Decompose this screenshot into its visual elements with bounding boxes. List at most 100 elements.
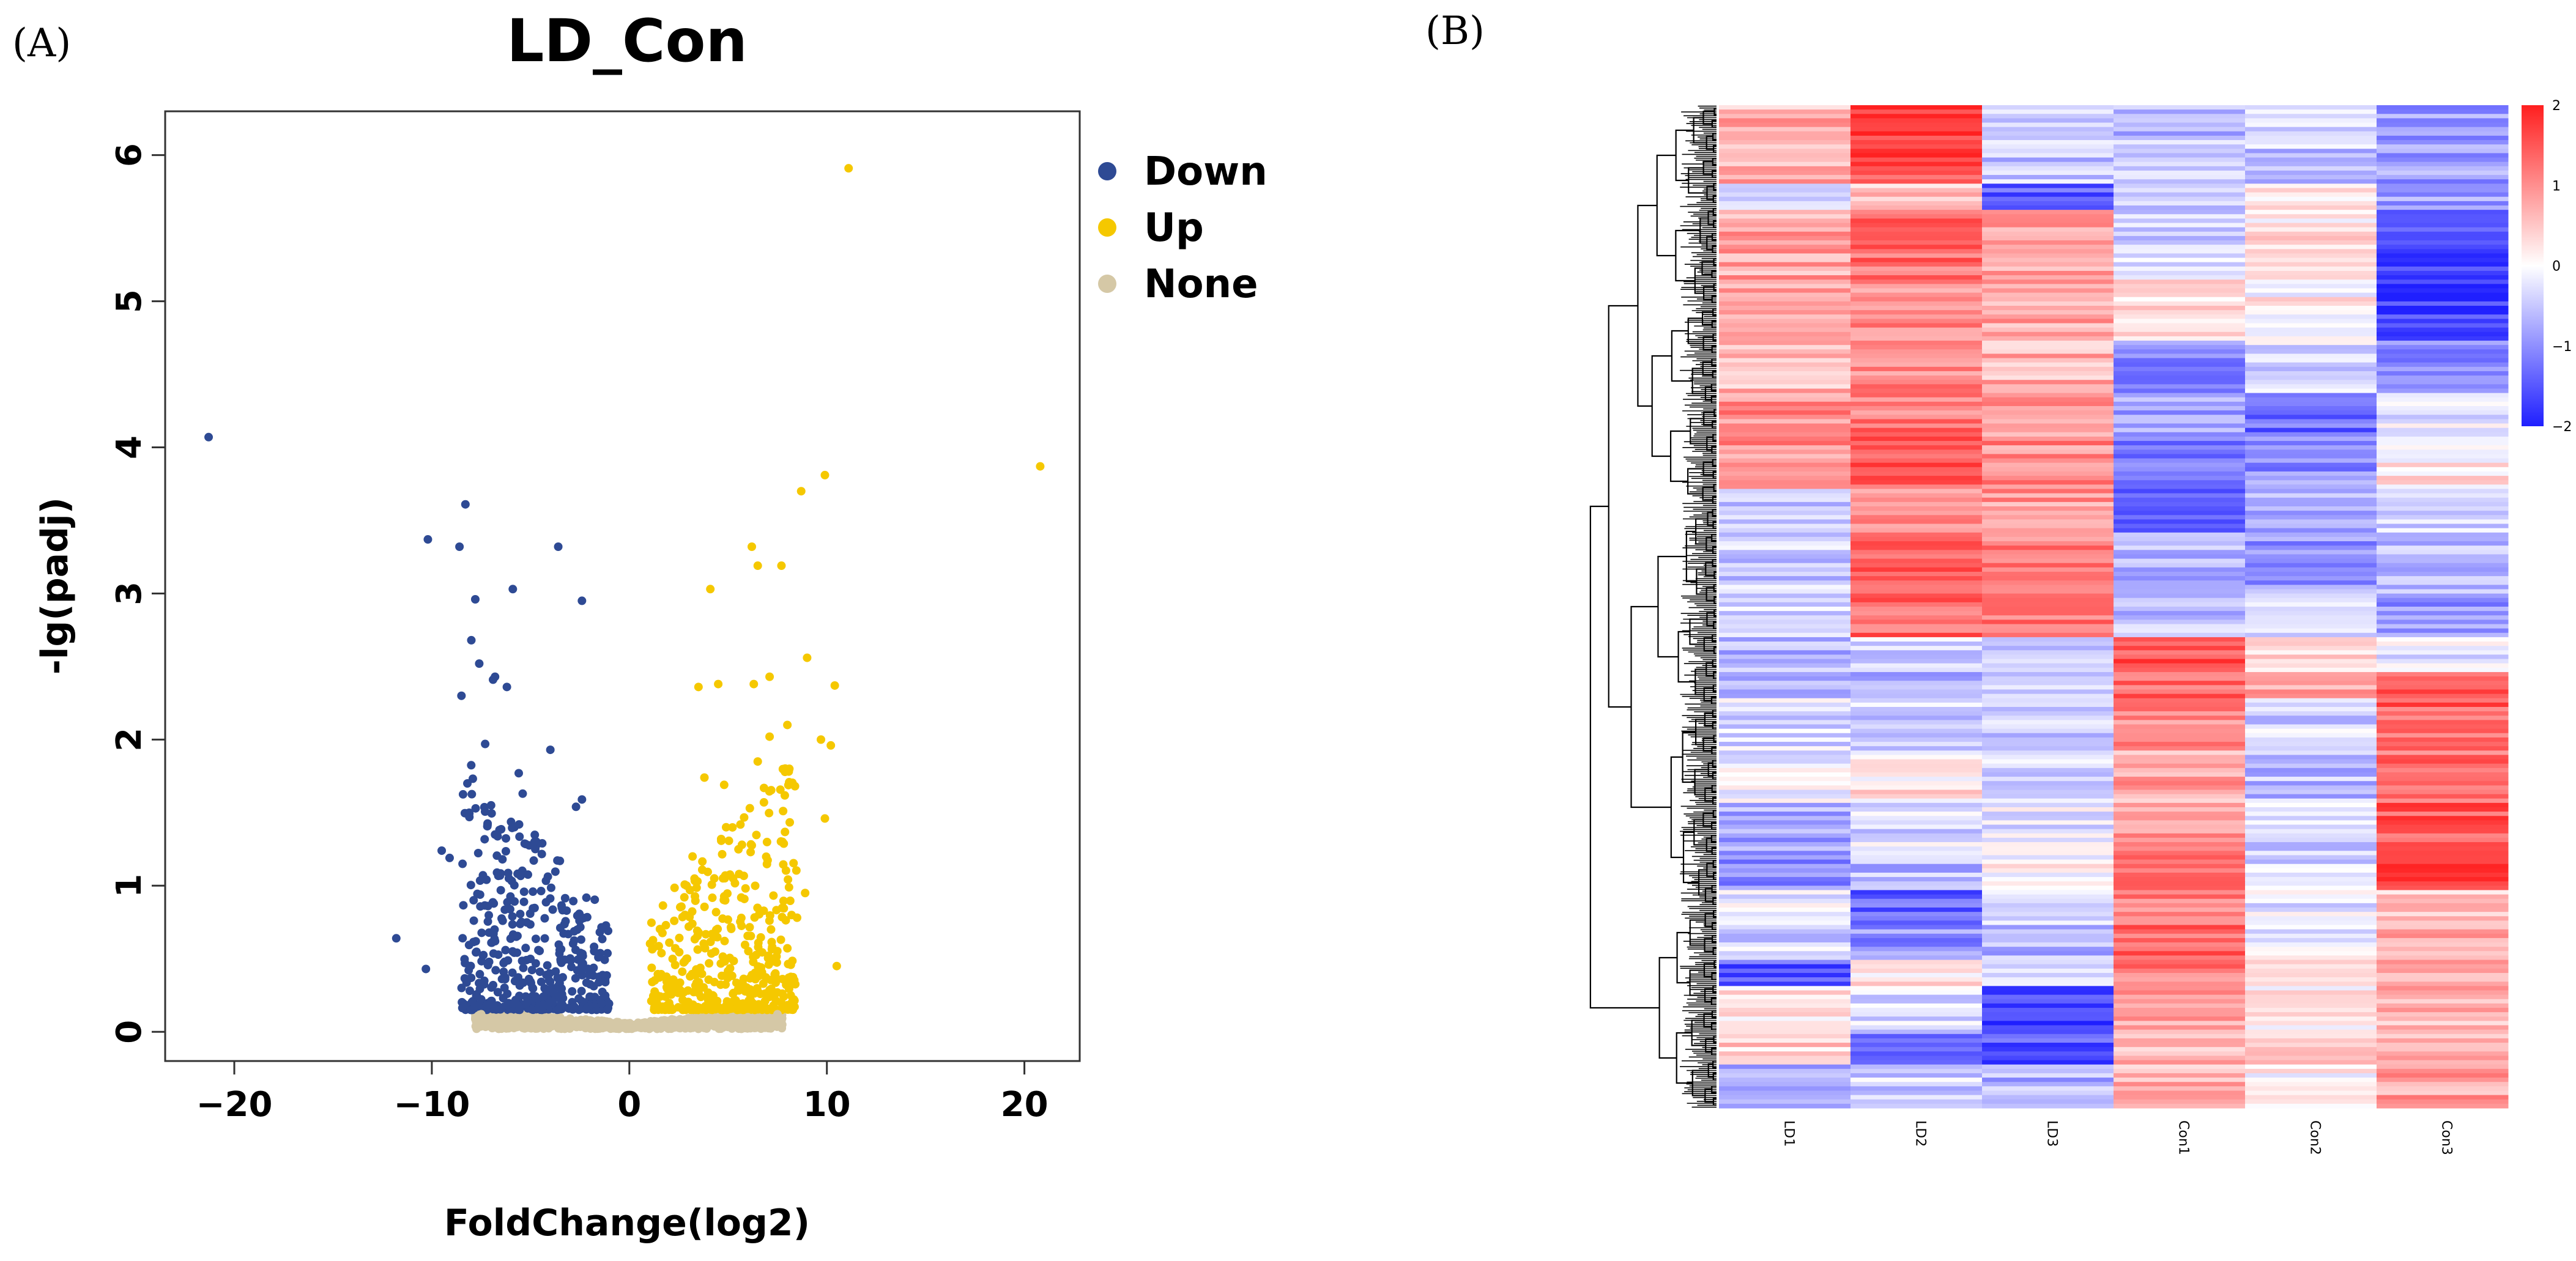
heatmap-cell [1850, 427, 1983, 433]
heatmap-cell [2245, 667, 2377, 673]
heatmap-cell [1850, 990, 1983, 996]
heatmap-cell [1982, 925, 2114, 930]
heatmap-cell [2377, 663, 2509, 668]
heatmap-cell [1719, 628, 1851, 634]
heatmap-cell [2245, 585, 2377, 590]
heatmap-cell [1982, 161, 2114, 167]
heatmap-cell [2114, 1008, 2246, 1013]
heatmap-cell [1719, 550, 1851, 555]
none-point [587, 1017, 596, 1026]
heatmap-cell [1719, 432, 1851, 437]
heatmap-cell [2114, 153, 2246, 158]
heatmap-cell [2245, 1060, 2377, 1065]
heatmap-cell [2377, 201, 2509, 206]
heatmap-cell [2245, 511, 2377, 516]
heatmap-cell [2377, 523, 2509, 529]
heatmap-cell [2114, 580, 2246, 585]
heatmap-cell [2245, 419, 2377, 424]
none-point [714, 1016, 723, 1025]
heatmap-cell [2245, 859, 2377, 865]
heatmap-cell [2114, 245, 2246, 250]
heatmap-cell [1719, 349, 1851, 354]
heatmap-cell [2377, 903, 2509, 908]
heatmap-cell [2245, 646, 2377, 651]
down-point [559, 929, 568, 938]
heatmap-cell [1850, 798, 1983, 804]
heatmap-cell [1850, 511, 1983, 516]
heatmap-cell [1982, 331, 2114, 337]
heatmap-cell [1982, 223, 2114, 228]
heatmap-cell [2245, 384, 2377, 389]
heatmap-cell [1982, 406, 2114, 411]
down-point [204, 432, 213, 442]
heatmap-cell [2377, 886, 2509, 890]
heatmap-cell [2245, 698, 2377, 703]
up-point [776, 935, 785, 944]
heatmap-cell [2377, 550, 2509, 555]
down-point [529, 856, 538, 865]
heatmap-cell [1719, 384, 1851, 389]
heatmap-cell [1719, 245, 1851, 250]
heatmap-cell [2114, 114, 2246, 119]
heatmap-cell [1719, 881, 1851, 886]
heatmap-cell [1982, 319, 2114, 324]
heatmap-cell [1982, 816, 2114, 821]
heatmap-cell [2377, 637, 2509, 642]
heatmap-cell [2377, 545, 2509, 550]
up-point [740, 941, 749, 950]
down-point [489, 899, 499, 908]
legend-down-marker [1098, 162, 1116, 180]
heatmap-cell [1850, 122, 1983, 128]
heatmap-cell [1982, 929, 2114, 934]
none-point [773, 1010, 782, 1019]
heatmap-cell [1982, 868, 2114, 873]
heatmap-cell [2377, 619, 2509, 625]
heatmap-cell [1982, 676, 2114, 681]
heatmap-cell [2377, 785, 2509, 790]
heatmap-cell [2114, 249, 2246, 254]
heatmap-cell [2114, 501, 2246, 507]
heatmap-cell [1719, 960, 1851, 965]
down-point [516, 919, 525, 928]
down-point [543, 961, 552, 970]
up-point [670, 883, 679, 892]
heatmap-cell [1850, 964, 1983, 969]
heatmap-cell [2245, 550, 2377, 555]
colorbar-tick-label: 1 [2552, 179, 2561, 194]
heatmap-cell [2245, 484, 2377, 489]
heatmap-cell [1982, 519, 2114, 525]
heatmap-cell [1850, 767, 1983, 773]
heatmap-cell [1850, 994, 1983, 1000]
down-point [546, 745, 555, 755]
heatmap-cell [2114, 436, 2246, 442]
heatmap-cell [1982, 550, 2114, 555]
heatmap-cell [2245, 1021, 2377, 1026]
heatmap-cell [2377, 441, 2509, 446]
heatmap-cell [1850, 458, 1983, 464]
heatmap-cell [1719, 916, 1851, 921]
legend-none-marker [1098, 275, 1116, 293]
y-tick-label: 5 [109, 289, 149, 313]
down-point [504, 874, 513, 883]
heatmap-cell [1850, 1073, 1983, 1078]
heatmap-cell [2377, 698, 2509, 703]
heatmap-cell [1982, 785, 2114, 790]
heatmap-cell [2114, 327, 2246, 333]
heatmap-cell [1850, 545, 1983, 550]
heatmap-cell [2245, 393, 2377, 398]
heatmap-cell [2245, 933, 2377, 939]
heatmap-cell [2245, 140, 2377, 145]
down-point [516, 871, 525, 881]
heatmap-cell [1850, 611, 1983, 616]
none-point [615, 1023, 624, 1032]
heatmap-cell [2245, 750, 2377, 755]
heatmap-cell [1982, 912, 2114, 917]
heatmap-cell [1719, 947, 1851, 952]
up-point [658, 928, 667, 937]
heatmap-cell [1850, 689, 1983, 695]
heatmap-cell [2114, 632, 2246, 638]
none-point [560, 1024, 570, 1034]
heatmap-cell [1850, 1103, 1983, 1109]
heatmap-cell [1719, 737, 1851, 742]
heatmap-cell [1850, 667, 1983, 673]
